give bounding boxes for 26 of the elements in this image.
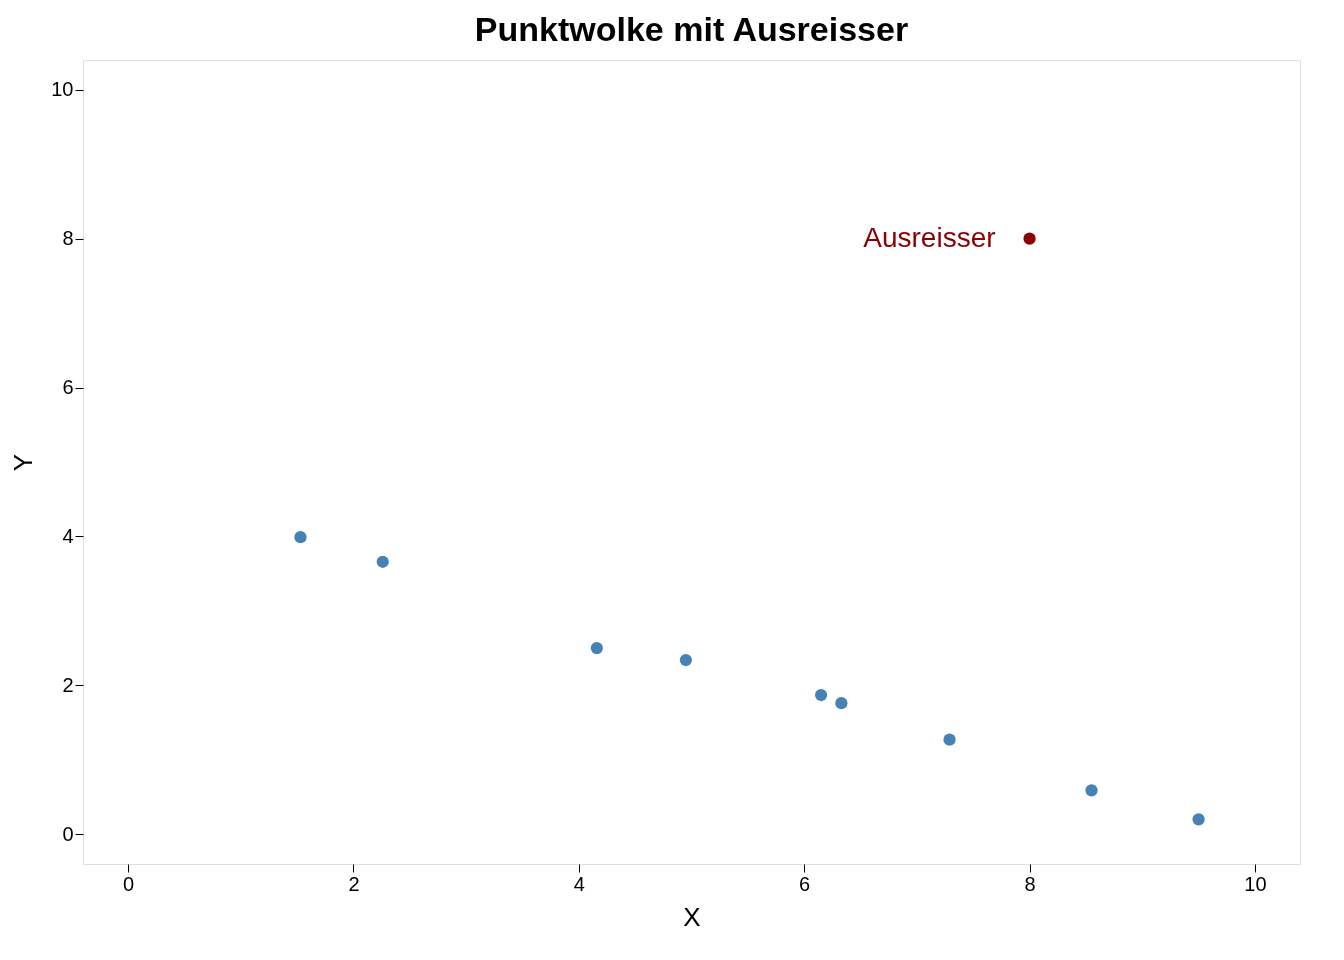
point bbox=[1023, 232, 1036, 245]
point bbox=[679, 653, 692, 667]
x-axis-title: X bbox=[683, 901, 701, 932]
y-tick-label: 0 bbox=[62, 822, 74, 845]
point bbox=[1085, 784, 1098, 797]
point bbox=[943, 733, 956, 746]
y-tick-label: 2 bbox=[62, 673, 74, 696]
y-tick-label: 6 bbox=[62, 376, 74, 399]
y-tick-label: 4 bbox=[62, 524, 74, 547]
y-tick-label: 10 bbox=[51, 78, 74, 101]
chart-title: Punktwolke mit Ausreisser bbox=[474, 10, 909, 48]
x-tick-label: 10 bbox=[1244, 872, 1267, 895]
y-tick-label: 8 bbox=[62, 227, 74, 250]
x-tick-label: 0 bbox=[123, 872, 135, 895]
point bbox=[814, 688, 828, 702]
y-axis-title: Y bbox=[8, 453, 39, 472]
x-tick-label: 2 bbox=[348, 872, 360, 895]
point bbox=[590, 642, 603, 655]
x-tick-label: 8 bbox=[1024, 872, 1036, 895]
point bbox=[835, 697, 848, 710]
point bbox=[1192, 813, 1205, 826]
annotation: Ausreisser bbox=[863, 221, 996, 253]
x-tick-label: 6 bbox=[799, 872, 811, 895]
point bbox=[376, 555, 389, 568]
point bbox=[294, 531, 307, 544]
x-tick-label: 4 bbox=[573, 872, 585, 895]
